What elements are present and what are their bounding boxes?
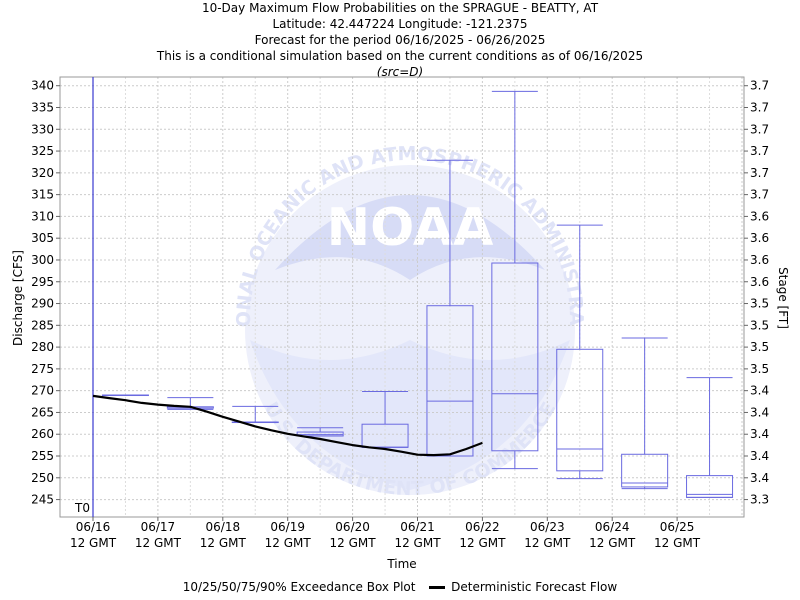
- x-tick-label-time: 12 GMT: [654, 536, 701, 550]
- y-tick-label: 330: [31, 122, 54, 136]
- y2-tick-label: 3.3: [750, 493, 769, 507]
- legend-box-label: 10/25/50/75/90% Exceedance Box Plot: [182, 580, 416, 594]
- y-tick-label: 320: [31, 166, 54, 180]
- x-tick-label-date: 06/22: [465, 520, 500, 534]
- forecast-line: [92, 394, 483, 457]
- x-tick-label-date: 06/24: [595, 520, 630, 534]
- y2-tick-label: 3.7: [750, 79, 769, 93]
- axes: 245 250 255 260 265 270 275 280 285 290 295 300 305 3…: [31, 76, 769, 550]
- chart-condition: This is a conditional simulation based o…: [156, 49, 644, 63]
- box-iqr: [621, 453, 669, 488]
- chart-location: Latitude: 42.447224 Longitude: -121.2375: [272, 17, 528, 31]
- box-plot: [426, 159, 474, 457]
- x-tick-label-date: 06/17: [141, 520, 176, 534]
- y-tick-label: 300: [31, 253, 54, 267]
- x-tick-label-time: 12 GMT: [589, 536, 636, 550]
- box-plot: [101, 394, 149, 397]
- y2-tick-label: 3.4: [750, 449, 769, 463]
- x-tick-label-date: 06/25: [660, 520, 695, 534]
- y-tick-label: 305: [31, 231, 54, 245]
- x-tick-label-time: 12 GMT: [459, 536, 506, 550]
- x-axis-label: Time: [386, 557, 416, 571]
- t0-label: T0: [74, 501, 90, 515]
- y2-tick-label: 3.4: [750, 384, 769, 398]
- y-tick-label: 325: [31, 144, 54, 158]
- y2-tick-label: 3.6: [750, 253, 769, 267]
- box-iqr: [686, 475, 734, 498]
- y2-tick-label: 3.4: [750, 471, 769, 485]
- x-tick-label-time: 12 GMT: [70, 536, 117, 550]
- x-tick-label-time: 12 GMT: [200, 536, 247, 550]
- x-tick-label-date: 06/16: [76, 520, 111, 534]
- y-tick-label: 265: [31, 405, 54, 419]
- y2-tick-label: 3.7: [750, 166, 769, 180]
- y2-tick-label: 3.4: [750, 405, 769, 419]
- chart-source: (src=D): [376, 65, 424, 79]
- y-tick-label: 255: [31, 449, 54, 463]
- box-iqr: [296, 431, 344, 437]
- x-tick-label-time: 12 GMT: [135, 536, 182, 550]
- y-axis-label: Discharge [CFS]: [11, 250, 25, 346]
- box-iqr: [426, 305, 474, 457]
- y-tick-label: 280: [31, 340, 54, 354]
- x-tick-label-date: 06/18: [206, 520, 241, 534]
- box-plot: [621, 337, 669, 490]
- y-tick-label: 285: [31, 318, 54, 332]
- y2-tick-label: 3.7: [750, 100, 769, 114]
- watermark-logo-text: NOAA: [327, 198, 494, 258]
- x-tick-label-date: 06/23: [530, 520, 565, 534]
- forecast-line-group: [92, 394, 483, 457]
- y-tick-label: 310: [31, 209, 54, 223]
- chart-title-block: 10-Day Maximum Flow Probabilities on the…: [0, 0, 800, 80]
- box-plots: [101, 90, 734, 498]
- y2-tick-label: 3.5: [750, 362, 769, 376]
- y-tick-label: 275: [31, 362, 54, 376]
- y2-tick-label: 3.6: [750, 209, 769, 223]
- x-tick-label-time: 12 GMT: [524, 536, 571, 550]
- x-tick-label-time: 12 GMT: [330, 536, 377, 550]
- y-tick-label: 270: [31, 384, 54, 398]
- watermark-wave: [250, 340, 570, 490]
- y-tick-label: 340: [31, 79, 54, 93]
- noaa-watermark: NOAA NATIONAL OCEANIC AND ATMOSPHERIC AD…: [0, 0, 587, 500]
- y2-tick-label: 3.6: [750, 231, 769, 245]
- x-tick-label-time: 12 GMT: [265, 536, 312, 550]
- x-tick-label-date: 06/20: [335, 520, 370, 534]
- chart-title: 10-Day Maximum Flow Probabilities on the…: [201, 1, 599, 15]
- y-tick-label: 315: [31, 188, 54, 202]
- y-tick-label: 290: [31, 297, 54, 311]
- x-tick-label-date: 06/19: [270, 520, 305, 534]
- legend-line-swatch: [429, 586, 446, 589]
- x-tick-label-time: 12 GMT: [394, 536, 441, 550]
- y2-tick-label: 3.5: [750, 318, 769, 332]
- box-iqr: [491, 262, 539, 452]
- legend: 10/25/50/75/90% Exceedance Box Plot Dete…: [0, 580, 800, 594]
- y2-tick-label: 3.7: [750, 188, 769, 202]
- y2-tick-label: 3.6: [750, 275, 769, 289]
- box-plot: [491, 90, 539, 470]
- box-plot: [686, 377, 734, 498]
- chart-period: Forecast for the period 06/16/2025 - 06/…: [254, 33, 546, 47]
- y-tick-label: 250: [31, 471, 54, 485]
- y2-tick-label: 3.7: [750, 122, 769, 136]
- plot-frame: [59, 76, 745, 518]
- y2-axis-label: Stage [FT]: [776, 267, 790, 329]
- box-plot: [556, 224, 604, 480]
- y2-tick-label: 3.4: [750, 427, 769, 441]
- y2-tick-label: 3.5: [750, 340, 769, 354]
- y-tick-label: 335: [31, 100, 54, 114]
- y-tick-label: 260: [31, 427, 54, 441]
- x-tick-label-date: 06/21: [400, 520, 435, 534]
- box-iqr: [556, 348, 604, 472]
- y-tick-label: 295: [31, 275, 54, 289]
- y2-tick-label: 3.7: [750, 144, 769, 158]
- y2-tick-label: 3.5: [750, 297, 769, 311]
- y-tick-label: 245: [31, 493, 54, 507]
- legend-line-label: Deterministic Forecast Flow: [451, 580, 618, 594]
